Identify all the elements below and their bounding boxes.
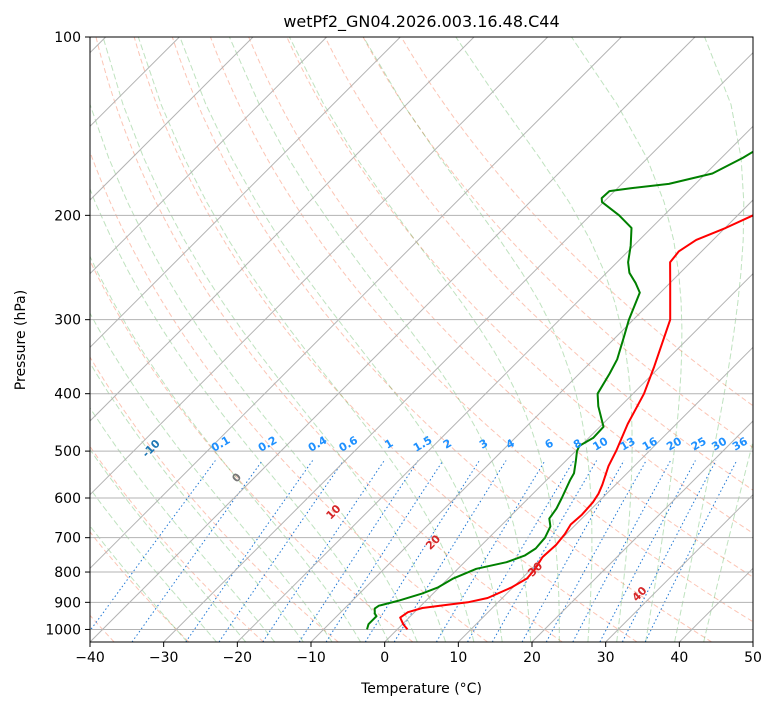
y-tick-label: 200 — [54, 208, 81, 224]
moist-adiabat-line — [228, 37, 532, 642]
isotherm-line — [90, 37, 401, 349]
x-tick-label: 50 — [744, 650, 762, 666]
grid — [90, 37, 753, 642]
moist-adiabat-line — [90, 255, 362, 642]
x-tick-label: 0 — [380, 650, 389, 666]
dry-adiabat-line — [286, 37, 753, 534]
axis-ticks: −40 −30 −20 −10 0 10 20 30 40 50 100 200 300 400 500 60… — [45, 30, 762, 666]
dry-adiabat-line — [95, 37, 563, 642]
mixing-ratio-line — [435, 460, 546, 642]
dry-adiabat-line — [324, 37, 753, 491]
moist-adiabat-line — [90, 312, 333, 642]
isotherm-line — [384, 272, 753, 642]
dry-adiabat-line — [90, 356, 339, 642]
x-axis-label: Temperature (°C) — [360, 681, 482, 697]
y-tick-label: 900 — [54, 595, 81, 611]
x-tick-label: −20 — [223, 650, 253, 666]
mixing-ratio-line — [521, 460, 625, 642]
isotherm-line — [90, 37, 622, 570]
x-tick-label: −30 — [149, 650, 179, 666]
x-tick-label: 40 — [670, 650, 688, 666]
dry-adiabat-line — [171, 37, 712, 642]
mixing-ratio-line — [262, 460, 385, 642]
dry-adiabat-line — [90, 150, 488, 642]
isotherm-line — [90, 37, 254, 201]
dry-adiabat-line — [210, 37, 753, 623]
y-tick-label: 1000 — [45, 622, 81, 638]
isotherm-line — [163, 51, 753, 642]
y-tick-label: 400 — [54, 387, 81, 403]
y-axis-label: Pressure (hPa) — [13, 290, 29, 390]
dry-adiabat-line — [400, 37, 753, 407]
moist-adiabat-line — [90, 406, 276, 642]
moist-adiabat-line — [90, 102, 418, 642]
moist-adiabat-line — [571, 37, 683, 642]
isotherm-line — [90, 37, 549, 496]
x-tick-label: −40 — [75, 650, 105, 666]
temperature-profile-line — [399, 214, 753, 631]
mixing-ratio-line — [545, 460, 647, 642]
moist-adiabat-line — [362, 37, 593, 642]
isotherm-line — [90, 37, 696, 642]
chart-title: wetPf2_GN04.2026.003.16.48.C44 — [283, 12, 559, 32]
moist-adiabat-line — [90, 448, 247, 642]
plot-frame — [89, 36, 754, 643]
x-tick-label: 20 — [523, 650, 541, 666]
moist-adiabat-line — [703, 439, 753, 642]
series-layer — [366, 150, 753, 631]
mixing-ratio-line — [644, 460, 738, 642]
dewpoint-profile-line — [366, 150, 753, 630]
moist-adiabat-line — [102, 37, 447, 642]
moist-adiabat-line — [90, 187, 390, 642]
y-tick-label: 600 — [54, 491, 81, 507]
mixing-ratio-line — [131, 460, 263, 642]
y-tick-label: 500 — [54, 444, 81, 460]
mixing-ratio-line — [298, 460, 419, 642]
moist-adiabat-line — [455, 37, 633, 642]
y-tick-label: 800 — [54, 565, 81, 581]
y-tick-label: 100 — [54, 30, 81, 46]
x-tick-label: 30 — [597, 650, 615, 666]
dry-adiabat-line — [248, 37, 753, 578]
mixing-ratio-line — [185, 460, 314, 642]
dry-adiabat-line — [90, 259, 414, 642]
isotherm-line — [605, 493, 753, 642]
isotherm-line — [90, 37, 475, 422]
y-tick-label: 300 — [54, 313, 81, 329]
x-tick-label: 10 — [449, 650, 467, 666]
moist-adiabat-line — [674, 37, 745, 642]
mixing-ratio-line — [491, 460, 598, 642]
mixing-ratio-line — [393, 460, 507, 642]
moist-adiabat-line — [288, 37, 560, 642]
mixing-ratio-line — [218, 460, 344, 642]
mixing-ratio-line — [90, 460, 216, 632]
y-tick-label: 700 — [54, 531, 81, 547]
isotherm-line — [236, 125, 753, 642]
isotherm-line — [310, 199, 753, 642]
isotherm-line — [531, 420, 753, 642]
x-tick-label: −10 — [296, 650, 326, 666]
dry-adiabat-line — [133, 37, 638, 642]
dry-adiabat-line — [90, 531, 190, 642]
moist-adiabat-line — [90, 362, 304, 642]
moist-adiabat-line — [137, 37, 475, 642]
isotherm-line — [90, 37, 328, 275]
mixing-ratio-line — [467, 460, 575, 642]
